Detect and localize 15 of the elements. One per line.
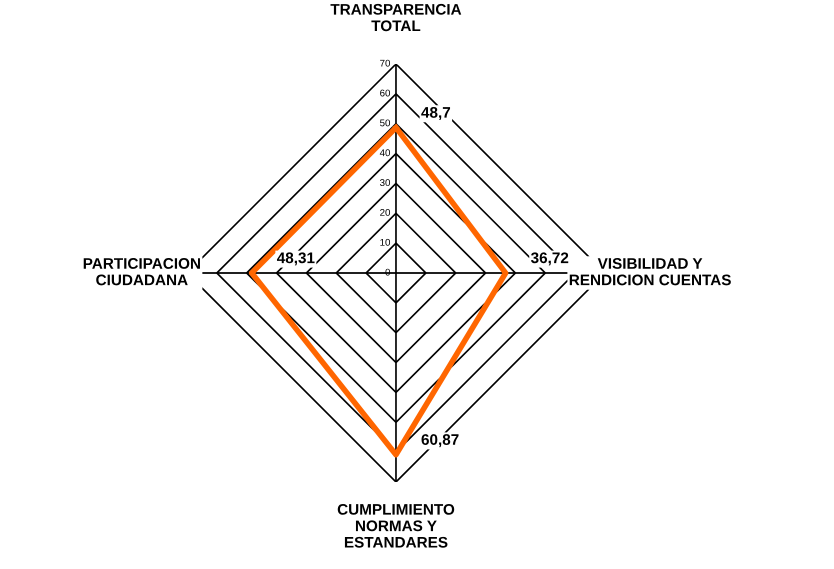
data-label: 48,31 <box>276 252 315 266</box>
data-label: 48,7 <box>421 107 450 120</box>
spoke-label: TRANSPARENCIA TOTAL <box>330 4 462 32</box>
y-tick-label: 20 <box>380 209 390 216</box>
spoke-label: CUMPLIMIENTO NORMAS Y ESTANDARES <box>338 504 454 548</box>
y-tick-label: 40 <box>380 149 390 156</box>
y-tick-label: 30 <box>380 179 390 186</box>
spoke-label: VISIBILIDAD Y RENDICION CUENTAS <box>570 258 731 286</box>
data-label: 60,87 <box>422 434 459 448</box>
y-tick-label: 70 <box>380 60 390 67</box>
y-tick-label: 60 <box>380 90 390 96</box>
data-label: 36,72 <box>530 252 568 266</box>
spoke-label: PARTICIPACION CIUDADANA <box>84 258 200 286</box>
y-tick-label: 50 <box>380 119 390 126</box>
y-tick-label: 10 <box>380 238 390 246</box>
